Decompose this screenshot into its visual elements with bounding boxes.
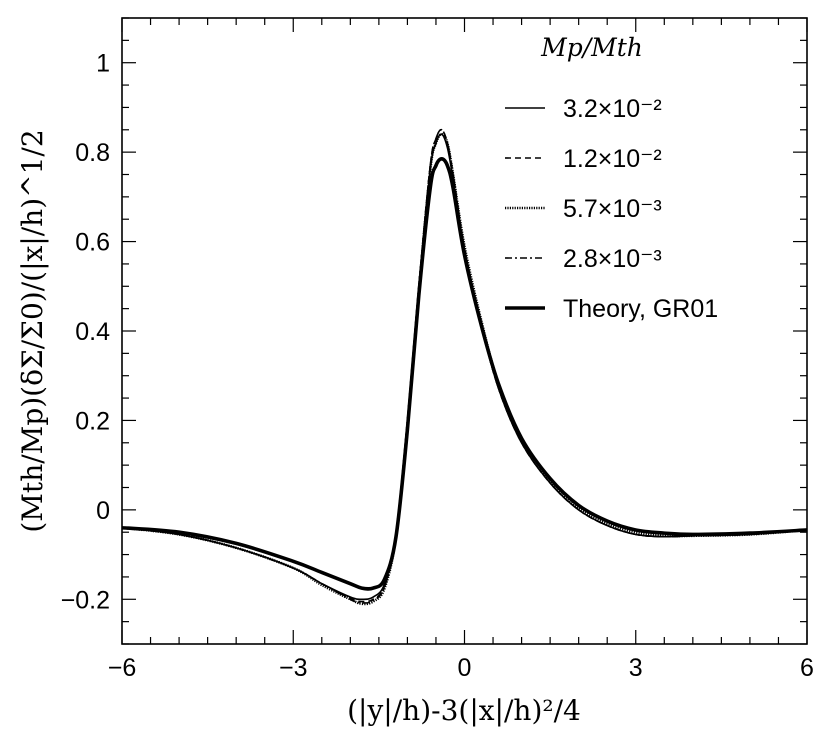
series-line-dense-dotted xyxy=(121,132,808,606)
y-tick-label: 0.6 xyxy=(75,229,110,257)
y-tick-label: 0 xyxy=(96,497,110,525)
y-axis-label: (Mth/Mp)(δΣ/Σ0)/(|x|/h)^1/2 xyxy=(16,129,49,532)
plot-frame xyxy=(121,17,808,645)
x-tick-label: −6 xyxy=(108,654,137,682)
series-line-dash-dot xyxy=(121,128,808,604)
x-tick-label: 6 xyxy=(800,654,814,682)
y-tick-label: 1 xyxy=(96,50,110,78)
series-line-thick xyxy=(121,157,808,591)
series-line-dashed xyxy=(121,128,808,603)
x-tick-label: −3 xyxy=(279,654,308,682)
y-tick-label: −0.2 xyxy=(61,586,110,614)
y-tick-label: 0.8 xyxy=(75,139,110,167)
legend-entry: 3.2×10⁻² xyxy=(563,95,662,123)
series-layer xyxy=(121,128,808,606)
legend: Mp/Mth 3.2×10⁻² 1.2×10⁻² 5.7×10⁻³ 2.8×10⁻³ T… xyxy=(505,33,718,323)
legend-entry: Theory, GR01 xyxy=(563,295,718,323)
x-tick-label: 3 xyxy=(629,654,643,682)
legend-entry: 2.8×10⁻³ xyxy=(563,245,662,273)
series-line-solid xyxy=(121,133,808,601)
legend-title: Mp/Mth xyxy=(540,33,643,62)
x-tick-label: 0 xyxy=(458,654,472,682)
legend-entry: 5.7×10⁻³ xyxy=(563,195,662,223)
x-axis-label: (|y|/h)-3(|x|/h)²/4 xyxy=(347,694,581,727)
axis-ticks xyxy=(121,17,808,645)
legend-entry: 1.2×10⁻² xyxy=(563,145,662,173)
y-tick-label: 0.2 xyxy=(75,407,110,435)
y-tick-label: 0.4 xyxy=(75,318,110,346)
tick-labels: −6 −3 0 3 6 −0.2 0 0.2 0.4 0.6 0.8 1 xyxy=(61,50,814,682)
